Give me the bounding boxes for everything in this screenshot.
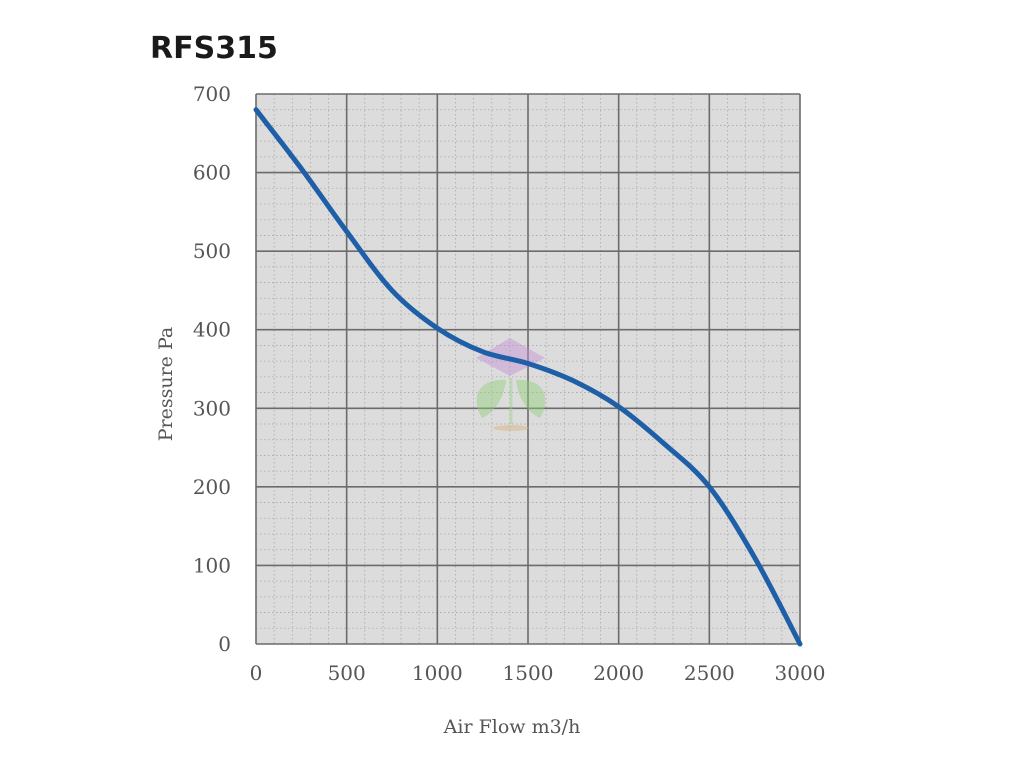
x-tick-label: 3000 [775, 661, 826, 685]
y-axis-ticks: 0 100 200 300 400 500 600 700 [193, 82, 231, 656]
x-tick-label: 2500 [684, 661, 735, 685]
y-tick-label: 300 [193, 396, 231, 420]
chart-title: RFS315 [150, 31, 278, 66]
x-tick-label: 2000 [593, 661, 644, 685]
y-tick-label: 0 [218, 632, 231, 656]
series-layer [253, 107, 803, 647]
y-tick-label: 200 [193, 475, 231, 499]
plot-area [255, 93, 801, 645]
x-axis-ticks: 0 500 1000 1500 2000 2500 3000 [250, 661, 826, 685]
y-tick-label: 100 [193, 553, 231, 577]
pressure-curve-line [253, 107, 803, 647]
y-tick-label: 700 [193, 82, 231, 106]
x-tick-label: 0 [250, 661, 263, 685]
y-tick-label: 400 [193, 318, 231, 342]
x-axis-label: Air Flow m3/h [443, 716, 581, 738]
y-tick-label: 500 [193, 239, 231, 263]
x-tick-label: 1000 [412, 661, 463, 685]
x-tick-label: 500 [328, 661, 366, 685]
major-grid [255, 93, 801, 645]
x-tick-label: 1500 [503, 661, 554, 685]
y-tick-label: 600 [193, 161, 231, 185]
y-axis-label: Pressure Pa [155, 327, 177, 441]
